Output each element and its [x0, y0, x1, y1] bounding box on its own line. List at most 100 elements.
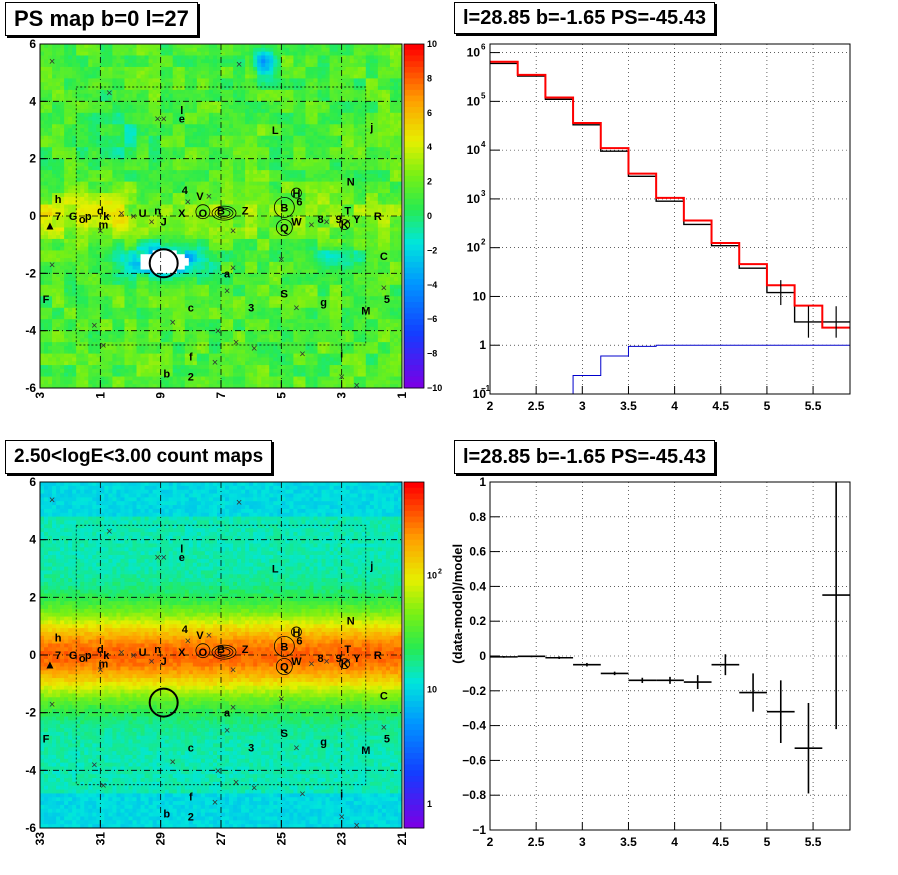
heatmap-cell — [245, 44, 250, 49]
heatmap-cell — [200, 162, 206, 167]
heatmap-cell — [176, 235, 182, 240]
heatmap-cell — [156, 231, 162, 236]
heatmap-cell — [261, 200, 266, 205]
heatmap-cell — [216, 342, 222, 347]
heatmap-cell — [176, 200, 182, 205]
heatmap-cell — [176, 231, 182, 236]
heatmap-cell — [160, 93, 166, 98]
heatmap-cell — [92, 342, 97, 347]
heatmap-cell — [216, 143, 222, 148]
heatmap-cell — [116, 319, 121, 324]
heatmap-cell — [196, 82, 202, 87]
heatmap-cell — [229, 66, 234, 72]
heatmap-cell — [208, 86, 214, 91]
heatmap-cell — [60, 200, 65, 205]
heatmap-cell — [128, 261, 133, 267]
heatmap-cell — [257, 227, 262, 232]
heatmap-cell — [156, 154, 162, 160]
heatmap-cell — [100, 361, 105, 366]
heatmap-cell — [176, 93, 182, 98]
heatmap-cell — [144, 357, 149, 362]
heatmap-cell — [100, 112, 105, 118]
heatmap-cell — [188, 173, 194, 179]
heatmap-cell — [108, 208, 113, 213]
heatmap-cell — [192, 277, 198, 282]
heatmap-cell — [221, 280, 226, 286]
heatmap-cell — [88, 368, 93, 374]
heatmap-cell — [80, 223, 85, 228]
heatmap-cell — [172, 380, 178, 385]
heatmap-cell — [172, 166, 178, 171]
heatmap-cell — [237, 131, 242, 137]
heatmap-cell — [152, 361, 158, 366]
heatmap-cell — [168, 300, 174, 305]
heatmap-cell — [237, 376, 242, 381]
heatmap-cell — [72, 105, 77, 110]
heatmap-cell — [245, 242, 250, 247]
heatmap-cell — [221, 342, 226, 347]
heatmap-cell — [212, 219, 218, 225]
heatmap-cell — [245, 158, 250, 163]
heatmap-cell — [68, 124, 73, 129]
heatmap-cell — [128, 66, 133, 72]
heatmap-cell — [245, 246, 250, 251]
heatmap-cell — [120, 151, 125, 156]
heatmap-cell — [80, 296, 85, 301]
heatmap-cell — [196, 368, 202, 374]
heatmap-cell — [136, 189, 141, 194]
heatmap-cell — [72, 200, 77, 205]
heatmap-cell — [40, 361, 45, 366]
heatmap-cell — [124, 193, 129, 198]
heatmap-cell — [208, 353, 214, 358]
heatmap-cell — [180, 368, 186, 374]
heatmap-cell — [96, 116, 101, 121]
heatmap-cell — [104, 357, 109, 362]
heatmap-cell — [72, 254, 77, 259]
heatmap-cell — [116, 296, 121, 301]
heatmap-cell — [168, 307, 174, 312]
heatmap-cell — [180, 124, 186, 129]
heatmap-cell — [233, 284, 238, 290]
heatmap-cell — [48, 143, 53, 148]
heatmap-cell — [184, 44, 190, 49]
heatmap-cell — [160, 365, 166, 370]
heatmap-cell — [148, 376, 154, 381]
heatmap-cell — [144, 238, 149, 244]
heatmap-cell — [104, 380, 109, 385]
heatmap-cell — [156, 330, 162, 335]
heatmap-cell — [108, 78, 113, 83]
heatmap-cell — [120, 66, 125, 72]
heatmap-cell — [56, 105, 61, 110]
heatmap-cell — [68, 116, 73, 121]
heatmap-cell — [116, 74, 121, 79]
heatmap-cell — [168, 368, 174, 374]
heatmap-cell — [72, 143, 77, 148]
heatmap-cell — [108, 357, 113, 362]
heatmap-cell — [156, 242, 162, 247]
heatmap-cell — [52, 139, 57, 144]
heatmap-cell — [156, 227, 162, 232]
heatmap-cell — [52, 124, 57, 129]
heatmap-cell — [68, 334, 73, 339]
heatmap-cell — [72, 345, 77, 351]
heatmap-cell — [108, 219, 113, 225]
heatmap-cell — [84, 124, 89, 129]
heatmap-cell — [168, 204, 174, 209]
heatmap-cell — [180, 349, 186, 354]
heatmap-cell — [140, 112, 145, 118]
heatmap-cell — [116, 250, 121, 255]
heatmap-cell — [160, 284, 166, 290]
heatmap-cell — [249, 292, 254, 297]
heatmap-cell — [76, 47, 81, 53]
heatmap-cell — [156, 326, 162, 332]
heatmap-cell — [225, 112, 230, 118]
heatmap-cell — [104, 292, 109, 297]
heatmap-cell — [68, 353, 73, 358]
heatmap-cell — [172, 330, 178, 335]
heatmap-cell — [52, 235, 57, 240]
heatmap-cell — [132, 108, 137, 114]
heatmap-cell — [48, 254, 53, 259]
heatmap-cell — [140, 154, 145, 160]
heatmap-cell — [64, 330, 69, 335]
heatmap-cell — [233, 131, 238, 137]
